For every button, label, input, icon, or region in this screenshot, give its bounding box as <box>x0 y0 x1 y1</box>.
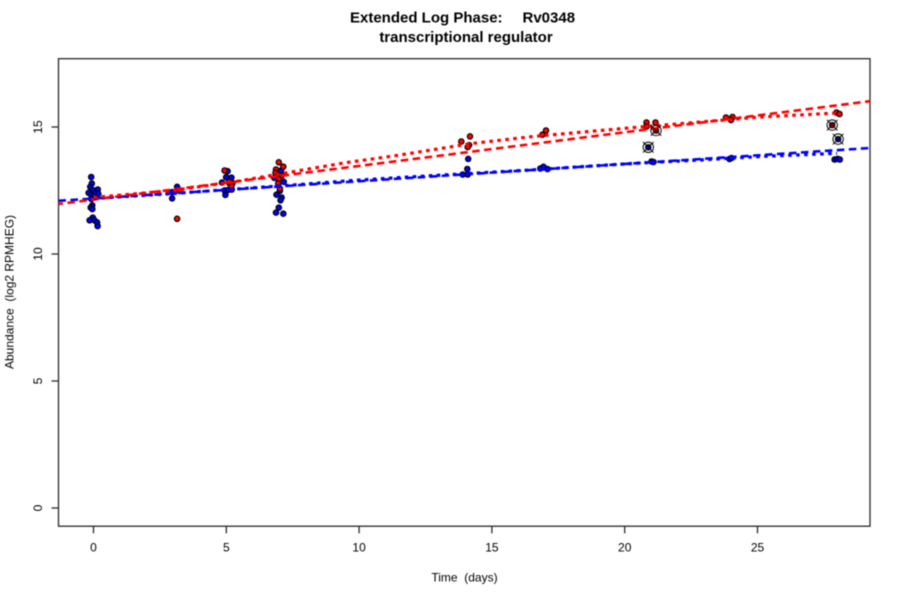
svg-text:20: 20 <box>618 541 632 555</box>
svg-text:Time (days): Time (days) <box>431 571 497 585</box>
svg-text:5: 5 <box>223 541 230 555</box>
svg-text:Abundance (log2 RPMHEG): Abundance (log2 RPMHEG) <box>3 215 17 369</box>
svg-text:10: 10 <box>352 541 366 555</box>
svg-text:Extended Log Phase:: Extended Log Phase: <box>350 10 503 27</box>
svg-text:Rv0348: Rv0348 <box>523 10 576 27</box>
svg-text:15: 15 <box>31 120 45 134</box>
svg-text:10: 10 <box>31 247 45 261</box>
svg-text:25: 25 <box>751 541 765 555</box>
svg-text:0: 0 <box>90 541 97 555</box>
svg-text:5: 5 <box>31 377 45 384</box>
svg-text:0: 0 <box>31 504 45 511</box>
svg-text:transcriptional regulator: transcriptional regulator <box>379 29 553 46</box>
svg-text:15: 15 <box>485 541 499 555</box>
